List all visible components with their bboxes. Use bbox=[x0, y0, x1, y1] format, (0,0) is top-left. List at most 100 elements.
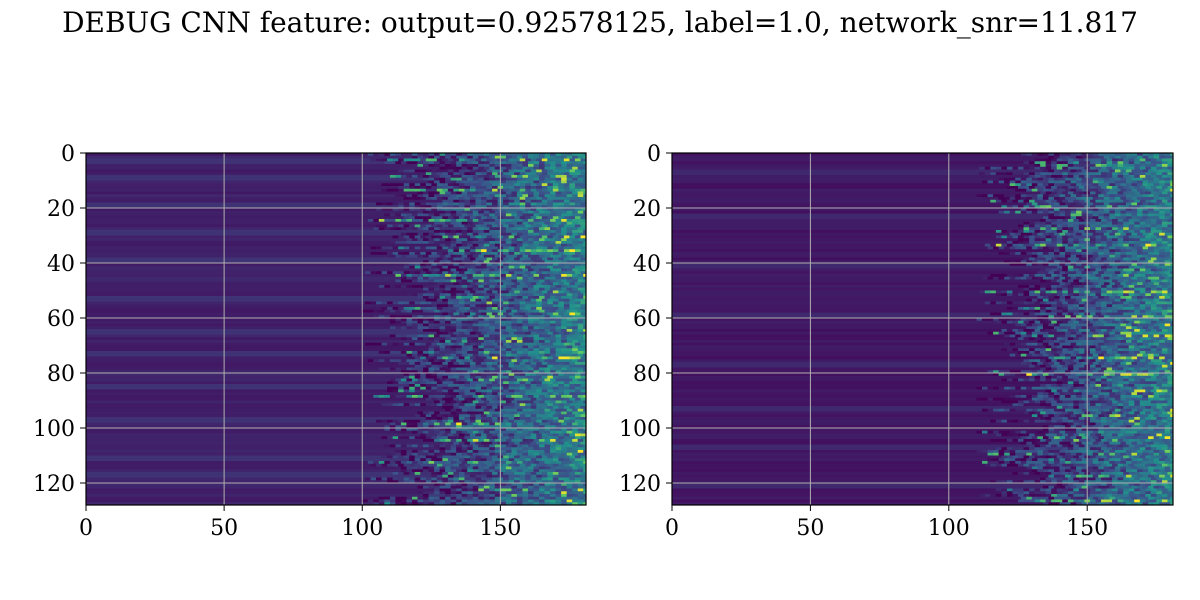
heatmap-cell bbox=[583, 221, 586, 225]
heatmap-cell bbox=[1095, 191, 1102, 195]
heatmap-cell bbox=[417, 241, 424, 245]
heatmap-cell bbox=[536, 397, 543, 401]
heatmap-cell bbox=[439, 268, 446, 272]
heatmap-cell bbox=[552, 265, 559, 269]
heatmap-cell bbox=[1150, 158, 1157, 162]
heatmap-cell bbox=[1120, 197, 1127, 201]
heatmap-cell bbox=[525, 381, 532, 385]
heatmap-cell bbox=[461, 444, 468, 448]
heatmap-cell bbox=[411, 161, 418, 165]
heatmap-cell bbox=[456, 452, 462, 456]
heatmap-cell bbox=[486, 257, 493, 261]
heatmap-cell bbox=[574, 252, 581, 256]
heatmap-cell bbox=[555, 279, 562, 283]
heatmap-cell bbox=[577, 353, 584, 357]
heatmap-cell bbox=[1001, 172, 1008, 176]
heatmap-cell bbox=[445, 230, 451, 234]
heatmap-cell bbox=[552, 381, 559, 385]
heatmap-cell bbox=[525, 186, 532, 190]
heatmap-cell bbox=[536, 392, 543, 396]
heatmap-cell bbox=[458, 458, 465, 462]
heatmap-cell bbox=[417, 279, 424, 283]
heatmap-cell bbox=[458, 186, 465, 190]
heatmap-cell bbox=[450, 400, 457, 404]
heatmap-cell bbox=[550, 334, 556, 338]
heatmap-cell bbox=[503, 158, 509, 162]
heatmap-cell bbox=[511, 213, 518, 217]
heatmap-cell bbox=[409, 307, 416, 311]
heatmap-cell bbox=[552, 375, 559, 379]
heatmap-cell bbox=[398, 477, 404, 481]
heatmap-cell bbox=[406, 395, 413, 399]
heatmap-cell bbox=[409, 381, 416, 385]
heatmap-cell bbox=[1087, 188, 1094, 192]
heatmap-cell bbox=[544, 439, 551, 443]
heatmap-cell bbox=[1134, 172, 1141, 176]
heatmap-cell bbox=[583, 469, 586, 473]
heatmap-cell bbox=[489, 210, 496, 214]
heatmap-cell bbox=[464, 298, 471, 302]
heatmap-cell bbox=[580, 235, 586, 239]
heatmap-cell bbox=[472, 243, 479, 247]
heatmap-cell bbox=[550, 337, 556, 341]
heatmap-cell bbox=[389, 425, 396, 429]
heatmap-cell bbox=[1073, 161, 1080, 165]
heatmap-cell bbox=[572, 210, 579, 214]
heatmap-cell bbox=[522, 395, 529, 399]
heatmap-cell bbox=[431, 271, 438, 275]
heatmap-cell bbox=[995, 172, 1002, 176]
heatmap-cell bbox=[411, 219, 418, 223]
heatmap-cell bbox=[563, 403, 570, 407]
heatmap-cell bbox=[1031, 180, 1038, 184]
heatmap-cell bbox=[398, 158, 404, 162]
heatmap-cell bbox=[423, 276, 429, 280]
heatmap-cell bbox=[527, 359, 534, 363]
heatmap-cell bbox=[516, 359, 523, 363]
heatmap-cell bbox=[489, 232, 496, 236]
heatmap-cell bbox=[417, 213, 424, 217]
heatmap-cell bbox=[387, 480, 393, 484]
heatmap-cell bbox=[1020, 180, 1027, 184]
heatmap-cell bbox=[1125, 197, 1132, 201]
heatmap-cell bbox=[550, 450, 556, 454]
heatmap-cell bbox=[525, 257, 532, 261]
heatmap-cell bbox=[475, 375, 482, 379]
heatmap-cell bbox=[389, 395, 396, 399]
heatmap-cell bbox=[511, 351, 518, 355]
heatmap-cell bbox=[483, 488, 490, 492]
heatmap-cell bbox=[392, 419, 399, 423]
heatmap-cell bbox=[431, 362, 438, 366]
heatmap-cell bbox=[423, 296, 429, 300]
heatmap-cell bbox=[456, 227, 462, 231]
heatmap-cell bbox=[434, 329, 440, 333]
heatmap-cell bbox=[492, 472, 498, 476]
heatmap-cell bbox=[464, 356, 471, 360]
heatmap-cell bbox=[574, 436, 581, 440]
heatmap-cell bbox=[414, 183, 421, 187]
heatmap-cell bbox=[552, 373, 559, 377]
heatmap-cell bbox=[439, 408, 446, 412]
heatmap-cell bbox=[539, 318, 545, 322]
heatmap-cell bbox=[475, 183, 482, 187]
heatmap-cell bbox=[1142, 169, 1149, 173]
heatmap-cell bbox=[519, 202, 526, 206]
heatmap-cell bbox=[561, 268, 567, 272]
heatmap-cell bbox=[574, 331, 581, 335]
heatmap-cell bbox=[566, 378, 573, 382]
heatmap-cell bbox=[489, 227, 496, 231]
heatmap-cell bbox=[428, 466, 435, 470]
heatmap-cell bbox=[461, 287, 468, 291]
heatmap-cell bbox=[555, 400, 562, 404]
heatmap-cell bbox=[494, 422, 501, 426]
heatmap-cell bbox=[392, 208, 399, 212]
heatmap-cell bbox=[514, 364, 520, 368]
heatmap-cell bbox=[472, 221, 479, 225]
heatmap-cell bbox=[392, 307, 399, 311]
heatmap-cell bbox=[447, 414, 454, 418]
heatmap-cell bbox=[492, 362, 498, 366]
heatmap-cell bbox=[550, 499, 556, 503]
heatmap-cell bbox=[552, 202, 559, 206]
heatmap-cell bbox=[439, 334, 446, 338]
heatmap-cell bbox=[417, 254, 424, 258]
heatmap-cell bbox=[478, 326, 485, 330]
